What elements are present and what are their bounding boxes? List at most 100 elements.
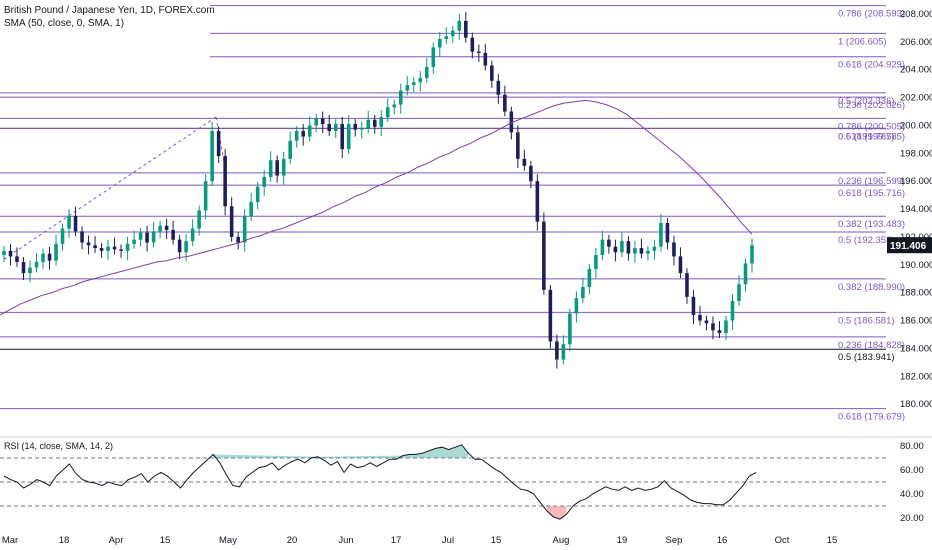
candle-body: [158, 225, 162, 232]
price-tick-label: 204.000: [900, 65, 932, 76]
candle-body: [496, 80, 501, 95]
candle-body: [184, 241, 188, 253]
sma-line: [0, 99, 753, 316]
candle-body: [516, 132, 520, 159]
candle-body: [587, 268, 592, 288]
candle-body: [262, 176, 266, 187]
candle-body: [366, 119, 371, 129]
time-tick-label: Mar: [2, 535, 18, 546]
candle-body: [80, 231, 84, 243]
fib-label: 0.382 (188.990): [838, 282, 905, 293]
chart-legend: British Pound / Japanese Yen, 1D, FOREX.…: [4, 4, 215, 30]
candle-body: [548, 289, 553, 342]
candle-body: [268, 160, 273, 177]
candle-body: [125, 243, 130, 251]
candle-body: [711, 323, 715, 331]
candle-body: [743, 263, 748, 285]
candle-body: [112, 246, 117, 250]
candle-body: [737, 284, 741, 302]
candle-body: [60, 228, 65, 244]
rsi-tick-label: 20.00: [900, 513, 924, 524]
fib-label: 0.5 (183.941): [838, 352, 895, 363]
trend-line: [3, 116, 217, 260]
candle-body: [203, 181, 208, 211]
time-tick-label: 15: [827, 535, 838, 546]
candle-body: [529, 165, 533, 182]
time-tick-label: Aug: [553, 535, 570, 546]
rsi-oversold-fill: [546, 506, 567, 520]
candle-body: [275, 160, 279, 176]
candle-body: [340, 124, 345, 150]
fib-label: 0.618 (179.679): [838, 412, 905, 423]
time-tick-label: Apr: [109, 535, 124, 546]
price-tick-label: 208.000: [900, 9, 932, 20]
candle-body: [724, 320, 728, 334]
rsi-pane: 20.00 40.00 60.00 80.00: [0, 436, 932, 524]
candle-body: [28, 267, 32, 274]
candle-body: [698, 314, 702, 321]
candle-body: [451, 30, 455, 37]
candle-body: [15, 256, 19, 262]
fib-label: 0.236 (202.026): [838, 100, 905, 111]
last-price-label: 191.406: [890, 241, 927, 252]
candle-body: [522, 158, 527, 166]
fib-label: 0.236 (184.828): [838, 340, 905, 351]
fib-label: 0.5 (192.353): [838, 235, 895, 246]
candle-body: [86, 242, 91, 246]
fib-label: 0.618 (199.785): [838, 131, 905, 142]
time-tick-label: 15: [160, 535, 171, 546]
time-tick-label: 18: [59, 535, 70, 546]
candle-body: [464, 20, 468, 38]
candle-body: [93, 245, 97, 249]
candle-body: [438, 39, 442, 48]
candle-body: [672, 242, 676, 257]
candle-body: [236, 236, 240, 243]
candle-body: [659, 222, 663, 247]
candle-body: [568, 313, 572, 345]
candle-body: [171, 229, 175, 240]
time-tick-label: 17: [391, 535, 402, 546]
rsi-tick-label: 60.00: [900, 465, 924, 476]
candle-body: [431, 47, 436, 67]
time-tick-label: Jun: [338, 535, 353, 546]
candle-body: [379, 117, 384, 127]
fibonacci-levels: 0.786 (208.593) 1 (206.605) 0.618 (204.929…: [0, 5, 905, 423]
candle-body: [633, 248, 637, 254]
time-tick-label: 15: [491, 535, 502, 546]
candle-body: [353, 124, 358, 130]
fib-label: 0.5 (186.581): [838, 315, 895, 326]
fib-label: 0.786 (208.593): [838, 9, 905, 20]
candle-body: [210, 130, 214, 182]
price-tick-label: 200.000: [900, 120, 932, 131]
rsi-tick-label: 40.00: [900, 489, 924, 500]
candle-body: [509, 111, 514, 133]
candle-body: [54, 243, 58, 261]
candlestick-series: [2, 11, 754, 369]
fib-label: 0.618 (195.716): [838, 188, 905, 199]
candle-body: [646, 250, 650, 254]
rsi-legend: RSI (14, close, SMA, 14, 2): [4, 441, 114, 451]
candle-body: [288, 140, 292, 159]
candle-body: [216, 130, 221, 157]
candle-body: [249, 202, 253, 216]
candle-body: [600, 239, 605, 256]
candle-body: [561, 344, 566, 360]
time-tick-label: 19: [617, 535, 628, 546]
candle-body: [613, 246, 618, 253]
candle-body: [301, 130, 305, 137]
candle-body: [626, 241, 631, 254]
candle-body: [385, 107, 390, 118]
candle-body: [535, 181, 540, 222]
candle-body: [242, 216, 247, 243]
candle-body: [281, 158, 286, 176]
candle-body: [132, 239, 136, 244]
time-tick-label: Sep: [666, 535, 683, 546]
price-tick-label: 196.000: [900, 176, 932, 187]
candle-body: [138, 232, 143, 240]
price-tick-label: 186.000: [900, 316, 932, 327]
candle-body: [691, 296, 696, 315]
fib-label: 1 (206.605): [838, 36, 887, 47]
candle-body: [620, 241, 624, 253]
candle-body: [41, 253, 45, 262]
rsi-overbought-fill: [213, 444, 469, 458]
